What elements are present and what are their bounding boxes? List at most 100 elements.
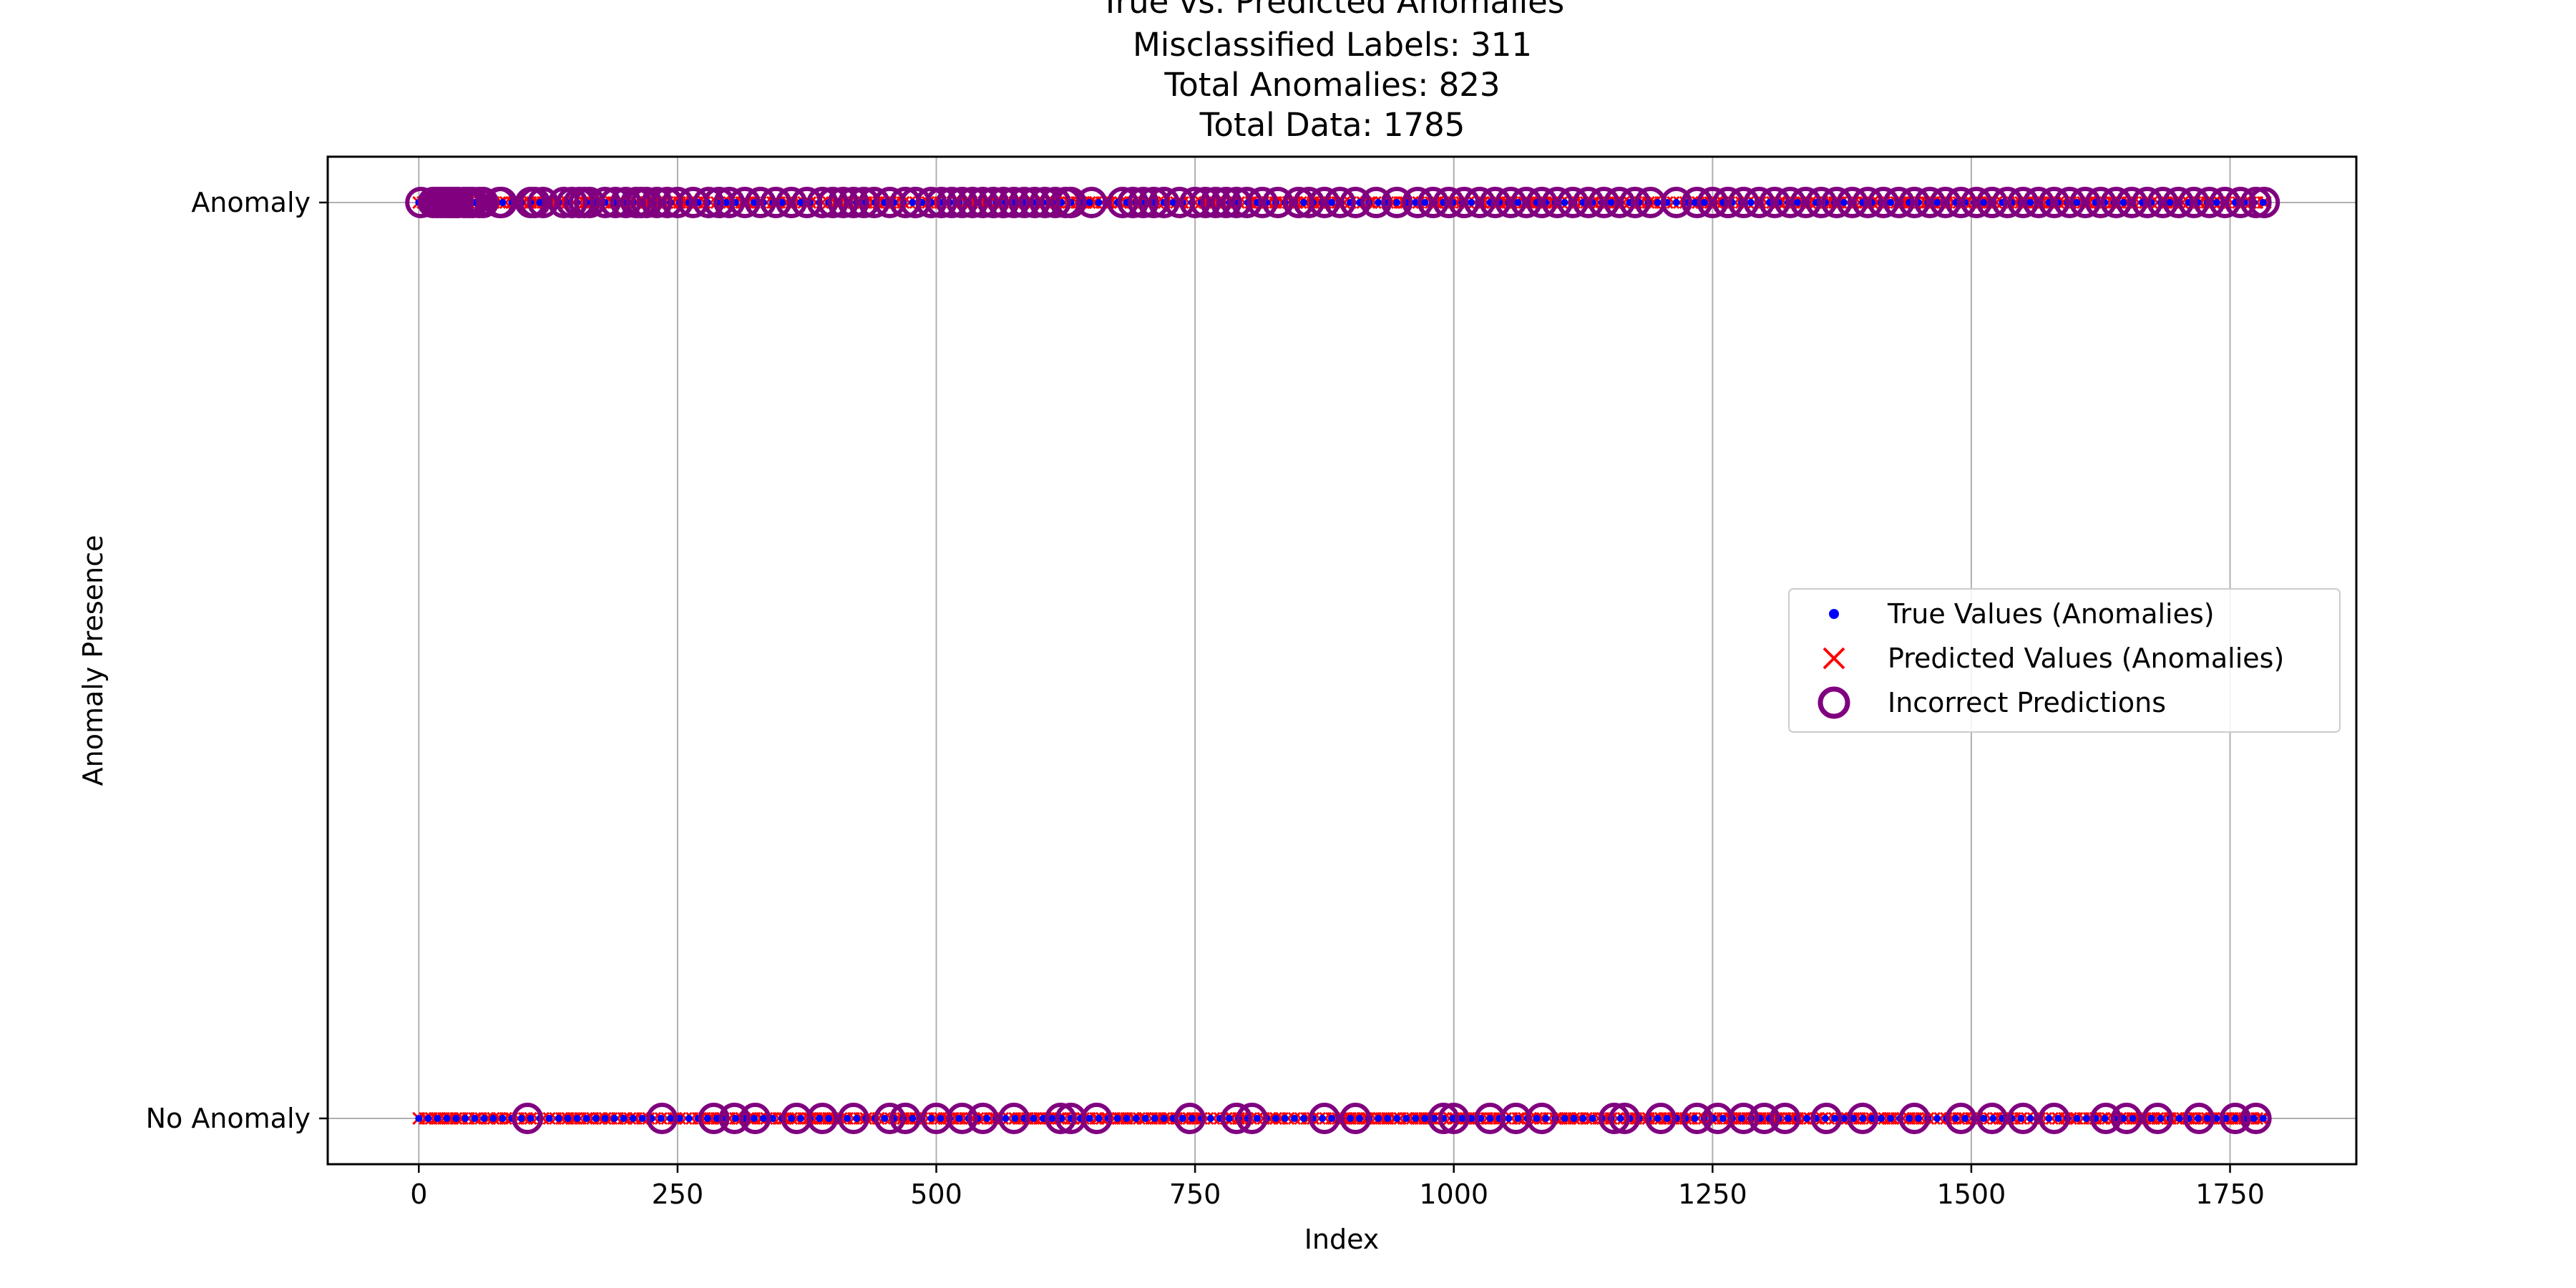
true-value-point [983,1115,991,1122]
chart-title-line-2: Misclassified Labels: 311 [1133,26,1532,64]
true-value-point [2026,199,2034,206]
true-value-point [853,1115,861,1122]
true-value-point [1784,1115,1792,1122]
true-value-point [2026,1115,2034,1122]
incorrect-prediction-circle [1557,187,1589,218]
incorrect-prediction-circle [967,1103,999,1134]
true-value-point [629,1115,637,1122]
true-value-point [1961,1115,1969,1122]
true-value-point [2101,1115,2109,1122]
true-value-point [1952,1115,1960,1122]
incorrect-prediction-circle [837,1103,869,1134]
true-value-point [424,1115,432,1122]
incorrect-prediction-circle [693,187,725,218]
incorrect-prediction-circle [2147,187,2179,218]
true-value-point [1160,1115,1168,1122]
true-value-point [1700,199,1708,206]
true-value-point [1412,199,1420,206]
legend-box [1788,588,2341,733]
true-value-point [1272,1115,1279,1122]
true-value-point [685,1115,693,1122]
incorrect-prediction-circle [2022,187,2054,218]
true-value-point [1384,1115,1392,1122]
true-value-point [2082,1115,2090,1122]
true-value-point [1654,199,1662,206]
true-value-point [2045,1115,2053,1122]
incorrect-prediction-circle [2183,1103,2215,1134]
incorrect-prediction-circle [2131,187,2163,218]
incorrect-prediction-circle [2248,187,2280,218]
incorrect-prediction-circle [1526,187,1558,218]
incorrect-prediction-circle [1106,187,1138,218]
incorrect-prediction-circle [1463,187,1496,218]
true-value-point [462,1115,469,1122]
true-value-point [2194,1115,2202,1122]
incorrect-prediction-circle [2084,187,2117,218]
true-value-point [1514,1115,1522,1122]
true-value-point [1561,1115,1568,1122]
true-value-point [1169,199,1177,206]
true-value-point [1747,199,1755,206]
incorrect-prediction-circle [936,187,968,218]
true-value-point [1113,1115,1121,1122]
true-value-point [1030,1115,1038,1122]
true-value-point [1011,1115,1019,1122]
true-value-point [517,1115,525,1122]
true-value-point [2073,1115,2081,1122]
true-value-point [471,1115,479,1122]
incorrect-prediction-circle [925,187,957,218]
x-tick-label: 1000 [1419,1179,1488,1210]
true-value-point [1663,1115,1671,1122]
true-value-point [825,1115,833,1122]
true-value-point [2073,199,2081,206]
incorrect-prediction-circle [1220,1103,1252,1134]
true-value-point [1737,1115,1745,1122]
true-value-point [1085,1115,1093,1122]
incorrect-prediction-circle [1976,1103,2008,1134]
true-value-point [1151,1115,1158,1122]
true-value-point [797,199,805,206]
incorrect-prediction-circle [1598,1103,1630,1134]
true-value-point [1933,1115,1941,1122]
true-value-point [1393,1115,1401,1122]
true-value-point [1793,199,1801,206]
true-value-point [1505,1115,1513,1122]
true-value-point [657,1115,665,1122]
incorrect-prediction-circle [1008,187,1040,218]
true-value-point [2119,1115,2127,1122]
incorrect-prediction-circle [1681,187,1713,218]
incorrect-prediction-circle [1510,187,1542,218]
true-value-point [1356,1115,1364,1122]
true-value-point [1328,1115,1336,1122]
incorrect-prediction-circle [1417,187,1449,218]
incorrect-prediction-circle [2110,1103,2142,1134]
true-value-point [1141,1115,1149,1122]
incorrect-prediction-circle [718,1103,751,1134]
chart-title-line-3: Total Anomalies: 823 [1163,66,1500,104]
true-value-point [1347,1115,1355,1122]
true-value-point [2129,1115,2137,1122]
true-value-point [638,1115,646,1122]
legend-true-values-marker [1829,609,1839,619]
true-value-point [1616,1115,1624,1122]
true-value-point [1095,199,1103,206]
incorrect-prediction-circle [2240,187,2272,218]
true-value-point [434,1115,441,1122]
incorrect-prediction-circle [1438,1103,1470,1134]
true-value-point [1980,199,1988,206]
true-value-point [788,1115,795,1122]
incorrect-prediction-circle [646,1103,678,1134]
true-value-point [1281,1115,1289,1122]
incorrect-prediction-circle [1080,1103,1113,1134]
true-value-point [1253,1115,1261,1122]
axis-ticks: 0 250 500 750 1000 1250 1500 1750 No Anomaly Anom… [146,187,2265,1210]
plot-area-frame [326,155,2358,1166]
incorrect-prediction-circle [977,187,1010,218]
incorrect-prediction-circle [776,187,807,218]
incorrect-prediction-circle [512,1103,544,1134]
true-value-point [592,1115,600,1122]
true-value-point [2212,199,2220,206]
incorrect-prediction-circle [1200,187,1232,218]
true-value-point [1654,1115,1662,1122]
